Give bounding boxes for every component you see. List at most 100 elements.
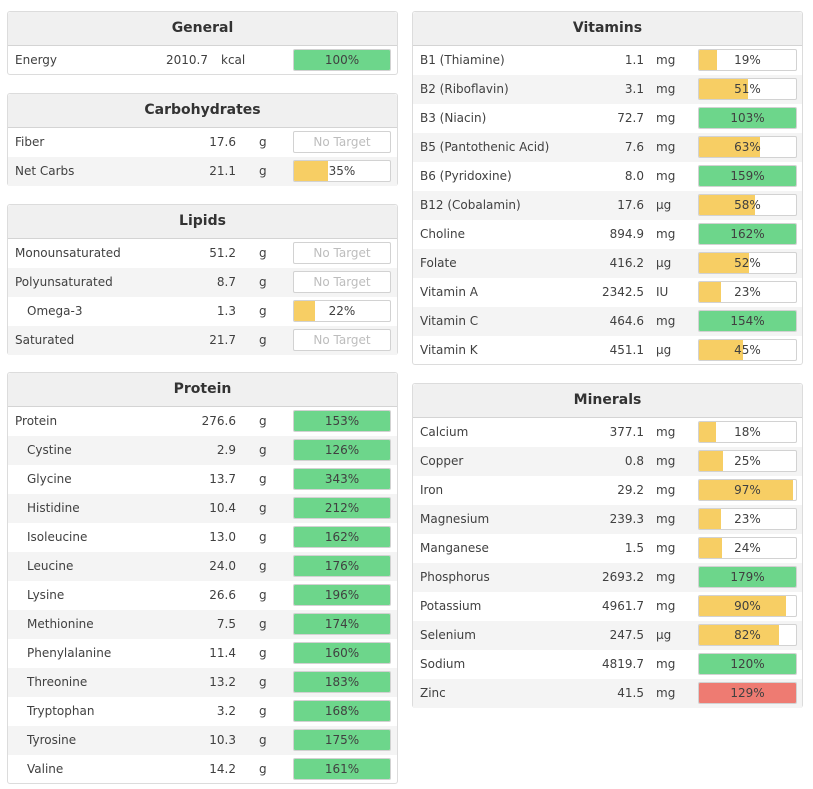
nutrient-row[interactable]: Fiber 17.6 g No Target bbox=[8, 128, 397, 157]
nutrient-name: Vitamin K bbox=[420, 343, 478, 357]
target-progress-bar: 183% bbox=[293, 671, 391, 693]
nutrient-name: Lysine bbox=[27, 588, 65, 602]
nutrient-amount: 2342.5 bbox=[602, 285, 644, 299]
target-progress-bar: 159% bbox=[698, 165, 797, 187]
nutrient-row[interactable]: Monounsaturated 51.2 g No Target bbox=[8, 239, 397, 268]
nutrient-row[interactable]: B5 (Pantothenic Acid) 7.6 mg 63% bbox=[413, 133, 802, 162]
nutrient-row[interactable]: Calcium 377.1 mg 18% bbox=[413, 418, 802, 447]
target-progress-bar: 90% bbox=[698, 595, 797, 617]
nutrient-amount: 72.7 bbox=[617, 111, 644, 125]
nutrient-amount: 13.2 bbox=[209, 675, 236, 689]
nutrient-list: Fiber 17.6 g No Target Net Carbs 21.1 g 35% bbox=[8, 128, 397, 186]
nutrient-row[interactable]: Valine 14.2 g 161% bbox=[8, 755, 397, 784]
nutrient-row[interactable]: Threonine 13.2 g 183% bbox=[8, 668, 397, 697]
nutrient-row[interactable]: B1 (Thiamine) 1.1 mg 19% bbox=[413, 46, 802, 75]
target-progress-bar: 212% bbox=[293, 497, 391, 519]
nutrient-amount: 416.2 bbox=[609, 256, 644, 270]
nutrient-row[interactable]: Zinc 41.5 mg 129% bbox=[413, 679, 802, 708]
nutrient-unit: g bbox=[259, 304, 267, 318]
nutrient-row[interactable]: Polyunsaturated 8.7 g No Target bbox=[8, 268, 397, 297]
nutrient-row[interactable]: Potassium 4961.7 mg 90% bbox=[413, 592, 802, 621]
progress-fill bbox=[294, 411, 390, 431]
nutrient-row[interactable]: Manganese 1.5 mg 24% bbox=[413, 534, 802, 563]
nutrient-row[interactable]: Vitamin K 451.1 µg 45% bbox=[413, 336, 802, 365]
nutrient-unit: g bbox=[259, 646, 267, 660]
target-progress-bar: 120% bbox=[698, 653, 797, 675]
nutrient-unit: g bbox=[259, 246, 267, 260]
percent-label: 126% bbox=[324, 443, 360, 457]
nutrient-name: B6 (Pyridoxine) bbox=[420, 169, 512, 183]
nutrient-row[interactable]: B6 (Pyridoxine) 8.0 mg 159% bbox=[413, 162, 802, 191]
progress-fill bbox=[699, 683, 796, 703]
panel-minerals: Minerals Calcium 377.1 mg 18% Copper 0.8 mg 25% I… bbox=[412, 383, 803, 708]
nutrient-unit: g bbox=[259, 704, 267, 718]
nutrient-amount: 3.2 bbox=[216, 704, 236, 718]
nutrient-amount: 8.7 bbox=[216, 275, 236, 289]
progress-fill bbox=[294, 585, 390, 605]
target-progress-bar: 126% bbox=[293, 439, 391, 461]
nutrient-unit: mg bbox=[656, 657, 676, 671]
target-progress-bar: 100% bbox=[293, 49, 391, 71]
nutrient-row[interactable]: Phenylalanine 11.4 g 160% bbox=[8, 639, 397, 668]
percent-label: 174% bbox=[324, 617, 360, 631]
percent-label: 162% bbox=[324, 530, 360, 544]
nutrient-name: Potassium bbox=[420, 599, 482, 613]
nutrient-list: B1 (Thiamine) 1.1 mg 19% B2 (Riboflavin) 3.1 m… bbox=[413, 46, 802, 365]
percent-label: 18% bbox=[734, 425, 761, 439]
nutrient-row[interactable]: Isoleucine 13.0 g 162% bbox=[8, 523, 397, 552]
percent-label: 175% bbox=[324, 733, 360, 747]
nutrient-row[interactable]: B3 (Niacin) 72.7 mg 103% bbox=[413, 104, 802, 133]
nutrient-row[interactable]: Net Carbs 21.1 g 35% bbox=[8, 157, 397, 186]
progress-fill bbox=[699, 596, 787, 616]
percent-label: No Target bbox=[313, 275, 371, 289]
nutrient-row[interactable]: Energy 2010.7 kcal 100% bbox=[8, 46, 397, 75]
nutrient-name: Saturated bbox=[15, 333, 75, 347]
nutrient-row[interactable]: Tryptophan 3.2 g 168% bbox=[8, 697, 397, 726]
nutrient-row[interactable]: Copper 0.8 mg 25% bbox=[413, 447, 802, 476]
percent-label: 196% bbox=[324, 588, 360, 602]
target-progress-bar: 129% bbox=[698, 682, 797, 704]
nutrient-amount: 51.2 bbox=[209, 246, 236, 260]
nutrient-row[interactable]: Histidine 10.4 g 212% bbox=[8, 494, 397, 523]
nutrient-unit: mg bbox=[656, 425, 676, 439]
nutrient-row[interactable]: Phosphorus 2693.2 mg 179% bbox=[413, 563, 802, 592]
nutrient-row[interactable]: Lysine 26.6 g 196% bbox=[8, 581, 397, 610]
nutrient-amount: 464.6 bbox=[609, 314, 644, 328]
nutrient-row[interactable]: Vitamin C 464.6 mg 154% bbox=[413, 307, 802, 336]
progress-fill bbox=[699, 108, 796, 128]
nutrient-row[interactable]: Tyrosine 10.3 g 175% bbox=[8, 726, 397, 755]
percent-label: 176% bbox=[324, 559, 360, 573]
nutrient-row[interactable]: B12 (Cobalamin) 17.6 µg 58% bbox=[413, 191, 802, 220]
nutrient-unit: g bbox=[259, 443, 267, 457]
nutrient-row[interactable]: Selenium 247.5 µg 82% bbox=[413, 621, 802, 650]
nutrient-name: Selenium bbox=[420, 628, 476, 642]
progress-fill bbox=[294, 556, 390, 576]
nutrient-row[interactable]: Choline 894.9 mg 162% bbox=[413, 220, 802, 249]
percent-label: 120% bbox=[730, 657, 765, 671]
nutrient-amount: 26.6 bbox=[209, 588, 236, 602]
nutrient-name: Glycine bbox=[27, 472, 72, 486]
percent-label: 168% bbox=[324, 704, 360, 718]
percent-label: 58% bbox=[734, 198, 761, 212]
nutrient-row[interactable]: Magnesium 239.3 mg 23% bbox=[413, 505, 802, 534]
nutrient-row[interactable]: Leucine 24.0 g 176% bbox=[8, 552, 397, 581]
target-progress-bar: 63% bbox=[698, 136, 797, 158]
nutrient-row[interactable]: Vitamin A 2342.5 IU 23% bbox=[413, 278, 802, 307]
percent-label: 23% bbox=[734, 285, 761, 299]
nutrient-row[interactable]: B2 (Riboflavin) 3.1 mg 51% bbox=[413, 75, 802, 104]
nutrient-row[interactable]: Cystine 2.9 g 126% bbox=[8, 436, 397, 465]
nutrient-row[interactable]: Protein 276.6 g 153% bbox=[8, 407, 397, 436]
nutrient-row[interactable]: Folate 416.2 µg 52% bbox=[413, 249, 802, 278]
nutrient-row[interactable]: Saturated 21.7 g No Target bbox=[8, 326, 397, 355]
percent-label: 161% bbox=[324, 762, 360, 776]
nutrient-unit: mg bbox=[656, 512, 676, 526]
nutrient-name: Tyrosine bbox=[27, 733, 77, 747]
nutrient-row[interactable]: Sodium 4819.7 mg 120% bbox=[413, 650, 802, 679]
progress-fill bbox=[699, 340, 743, 360]
nutrient-amount: 0.8 bbox=[624, 454, 644, 468]
nutrient-amount: 8.0 bbox=[624, 169, 644, 183]
nutrient-row[interactable]: Omega-3 1.3 g 22% bbox=[8, 297, 397, 326]
nutrient-row[interactable]: Methionine 7.5 g 174% bbox=[8, 610, 397, 639]
nutrient-row[interactable]: Glycine 13.7 g 343% bbox=[8, 465, 397, 494]
nutrient-row[interactable]: Iron 29.2 mg 97% bbox=[413, 476, 802, 505]
